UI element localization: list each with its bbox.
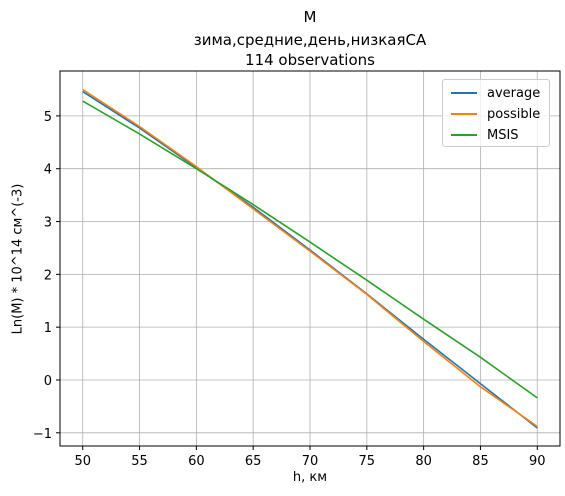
legend-item-average: average [451, 83, 540, 103]
grid-lines [60, 71, 560, 446]
y-axis-ticks: −1 0 1 2 3 4 5 [33, 110, 60, 442]
series-line-msis [82, 100, 538, 399]
x-tick-label: 85 [472, 454, 489, 469]
x-axis-label: h, км [292, 470, 328, 485]
x-tick-label: 50 [74, 454, 91, 469]
series-line-average [82, 90, 538, 429]
legend-swatch-average [451, 92, 477, 94]
y-tick-label: −1 [33, 427, 52, 442]
y-tick-label: 2 [44, 268, 52, 283]
legend-swatch-msis [451, 134, 477, 136]
series-lines [82, 88, 538, 429]
x-tick-label: 55 [131, 454, 148, 469]
series-line-possible [82, 88, 538, 428]
legend-item-msis: MSIS [451, 125, 519, 145]
x-tick-label: 75 [359, 454, 376, 469]
legend-label-average: average [487, 85, 541, 101]
y-tick-label: 1 [44, 321, 52, 336]
legend-swatch-possible [451, 113, 477, 115]
x-tick-label: 70 [302, 454, 319, 469]
x-tick-label: 65 [245, 454, 262, 469]
chart-title: M [303, 8, 317, 26]
y-axis-label: Ln(M) * 10^14 см^(-3) [10, 183, 26, 335]
chart-subtitle: зима,средние,день,низкаяСА [193, 31, 427, 49]
legend-label-possible: possible [487, 106, 541, 122]
y-tick-label: 3 [44, 216, 52, 231]
x-tick-label: 60 [188, 454, 205, 469]
chart-subtitle-observations: 114 observations [245, 51, 375, 69]
y-tick-label: 5 [44, 110, 52, 125]
x-axis-ticks: 50 55 60 65 70 75 80 85 90 [74, 446, 546, 469]
x-tick-label: 90 [529, 454, 546, 469]
y-tick-label: 4 [44, 163, 52, 178]
legend: average possible MSIS [442, 79, 550, 147]
x-tick-label: 80 [415, 454, 432, 469]
legend-label-msis: MSIS [487, 127, 519, 143]
y-tick-label: 0 [44, 374, 52, 389]
legend-item-possible: possible [451, 104, 540, 124]
